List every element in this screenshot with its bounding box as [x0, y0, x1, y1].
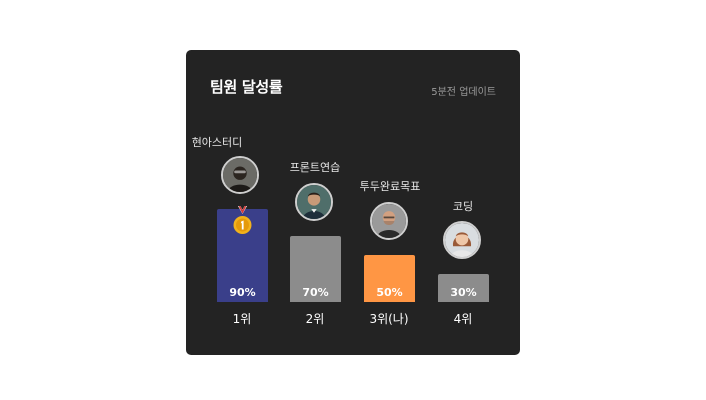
rank-label: 1위 — [232, 312, 252, 326]
rank-label: 4위 — [453, 312, 473, 326]
bar-value-label: 90% — [229, 286, 256, 299]
team-name: 현아스터디 — [191, 136, 243, 149]
man-glasses-avatar-icon — [221, 156, 259, 194]
rank-label: 2위 — [305, 312, 325, 326]
bald-man-avatar-icon — [370, 202, 408, 240]
achievement-card: 팀원 달성률 5분전 업데이트 현아스터디 90% — [186, 50, 520, 355]
bar-value-label: 50% — [376, 286, 403, 299]
updated-time-label: 5분전 업데이트 — [431, 87, 496, 98]
team-name: 코딩 — [452, 200, 474, 213]
gold-medal-icon — [233, 206, 252, 236]
card-title: 팀원 달성률 — [210, 78, 283, 96]
rank-label: 3위(나) — [369, 312, 409, 326]
team-name: 투두완료목표 — [359, 180, 421, 193]
progress-bar-1: 90% — [217, 206, 268, 302]
man-smiling-avatar-icon — [295, 183, 333, 221]
woman-avatar-icon — [443, 221, 481, 259]
progress-bar-3: 50% — [364, 255, 415, 302]
progress-bar-4: 30% — [438, 274, 489, 302]
progress-bar-2: 70% — [290, 236, 341, 302]
team-name: 프론트연습 — [289, 161, 341, 174]
bar-value-label: 30% — [450, 286, 477, 299]
bar-value-label: 70% — [302, 286, 329, 299]
